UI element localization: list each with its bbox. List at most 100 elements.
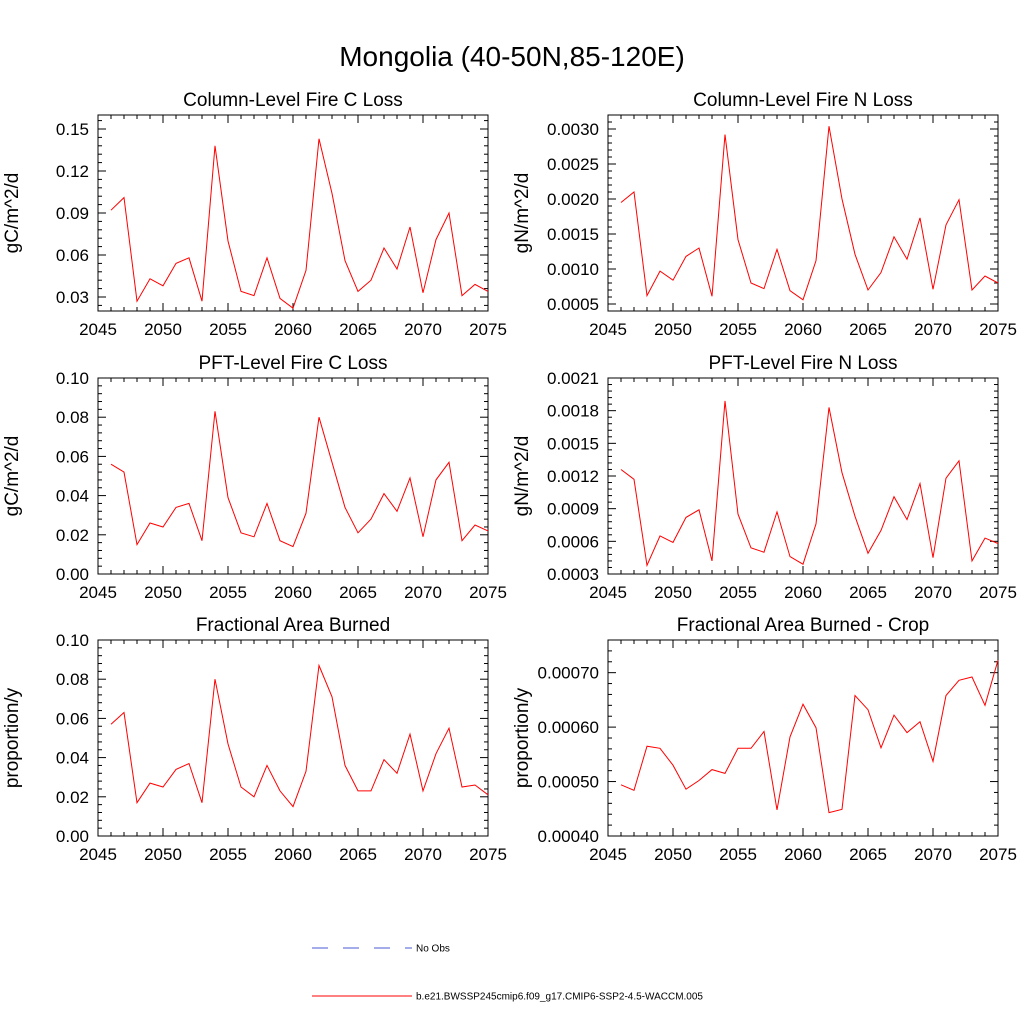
x-tick-label: 2070 [404,583,442,602]
y-tick-label: 0.08 [56,670,89,689]
x-tick-label: 2045 [79,583,117,602]
chart-panel-6: Fractional Area Burned - Crop 2045 2050 205… [512,615,1017,864]
y-tick-label: 0.0015 [547,225,599,244]
y-tick-label: 0.0030 [547,120,599,139]
y-tick-label: 0.00070 [538,664,599,683]
x-tick-label: 2045 [79,845,117,864]
x-tick-label: 2065 [849,583,887,602]
x-tick-label: 2075 [469,845,507,864]
panel-title: Fractional Area Burned - Crop [677,615,929,636]
panel-title: Column-Level Fire N Loss [693,90,913,111]
legend-label: No Obs [416,944,450,955]
panel-title: Fractional Area Burned [196,615,390,636]
x-tick-label: 2070 [404,845,442,864]
x-tick-label: 2055 [719,320,757,339]
x-tick-label: 2070 [914,320,952,339]
x-tick-label: 2060 [274,320,312,339]
x-tick-label: 2060 [784,320,822,339]
y-tick-label: 0.00 [56,565,89,584]
y-axis-label: gC/m^2/d [2,173,23,254]
x-tick-label: 2065 [339,320,377,339]
x-tick-label: 2050 [654,845,692,864]
plot-frame [607,639,999,837]
y-axis-label: gN/m^2/d [512,436,533,517]
x-tick-label: 2050 [144,320,182,339]
figure-title: Mongolia (40-50N,85-120E) [339,41,685,72]
y-tick-label: 0.0003 [547,565,599,584]
y-tick-label: 0.04 [56,749,89,768]
y-tick-label: 0.04 [56,487,89,506]
x-tick-label: 2065 [849,320,887,339]
y-axis-label: gN/m^2/d [512,173,533,254]
panel-title: PFT-Level Fire N Loss [709,353,898,374]
y-tick-label: 0.10 [56,369,89,388]
plot-frame [97,114,489,312]
x-tick-label: 2055 [719,845,757,864]
y-tick-label: 0.08 [56,408,89,427]
x-tick-label: 2045 [79,320,117,339]
legend-label: b.e21.BWSSP245cmip6.f09_g17.CMIP6-SSP2-4… [416,992,703,1003]
panel-title: PFT-Level Fire C Loss [199,353,388,374]
panel-title: Column-Level Fire C Loss [183,90,403,111]
y-tick-label: 0.0025 [547,155,599,174]
y-tick-label: 0.0021 [547,369,599,388]
x-tick-label: 2075 [469,583,507,602]
panels: Column-Level Fire C Loss 2045 2050 2055 2060… [2,90,1017,864]
x-tick-label: 2070 [914,845,952,864]
y-axis-label: proportion/y [2,687,23,788]
y-tick-label: 0.03 [56,288,89,307]
x-tick-label: 2055 [209,583,247,602]
y-tick-label: 0.02 [56,788,89,807]
x-tick-label: 2070 [404,320,442,339]
y-tick-label: 0.02 [56,526,89,545]
y-tick-label: 0.0009 [547,500,599,519]
x-tick-label: 2055 [719,583,757,602]
y-tick-label: 0.00 [56,827,89,846]
series-line [620,400,999,568]
y-tick-label: 0.06 [56,447,89,466]
y-tick-label: 0.10 [56,631,89,650]
x-tick-label: 2055 [209,320,247,339]
chart-panel-1: Column-Level Fire C Loss 2045 2050 2055 2060… [2,90,507,339]
x-tick-label: 2075 [979,845,1017,864]
y-axis-label: proportion/y [512,687,533,788]
y-tick-label: 0.0012 [547,467,599,486]
series-line [620,659,999,814]
x-tick-label: 2060 [784,583,822,602]
x-tick-label: 2050 [654,583,692,602]
y-tick-label: 0.0005 [547,295,599,314]
y-tick-label: 0.0015 [547,434,599,453]
x-tick-label: 2065 [849,845,887,864]
x-tick-label: 2050 [144,845,182,864]
x-tick-label: 2055 [209,845,247,864]
x-tick-label: 2065 [339,583,377,602]
series-line [110,663,489,808]
series-line [110,411,489,548]
plot-frame [97,377,489,575]
y-tick-label: 0.12 [56,162,89,181]
y-tick-label: 0.06 [56,709,89,728]
y-tick-label: 0.09 [56,204,89,223]
x-tick-label: 2075 [979,583,1017,602]
y-tick-label: 0.06 [56,246,89,265]
plot-frame [607,114,999,312]
y-tick-label: 0.0010 [547,260,599,279]
legend: No Obs b.e21.BWSSP245cmip6.f09_g17.CMIP6-… [312,944,703,1003]
chart-panel-4: PFT-Level Fire N Loss 2045 2050 2055 2060 206… [512,353,1017,602]
x-tick-label: 2075 [979,320,1017,339]
x-tick-label: 2050 [654,320,692,339]
series-line [620,126,999,301]
y-tick-label: 0.00040 [538,827,599,846]
y-tick-label: 0.00060 [538,718,599,737]
x-tick-label: 2070 [914,583,952,602]
x-tick-label: 2060 [274,845,312,864]
x-tick-label: 2045 [589,320,627,339]
x-tick-label: 2075 [469,320,507,339]
chart-panel-3: PFT-Level Fire C Loss 2045 2050 2055 2060 206… [2,353,507,602]
y-tick-label: 0.0018 [547,402,599,421]
chart-panel-5: Fractional Area Burned 2045 2050 2055 2060 20… [2,615,507,864]
y-axis-label: gC/m^2/d [2,436,23,517]
x-tick-label: 2050 [144,583,182,602]
x-tick-label: 2065 [339,845,377,864]
